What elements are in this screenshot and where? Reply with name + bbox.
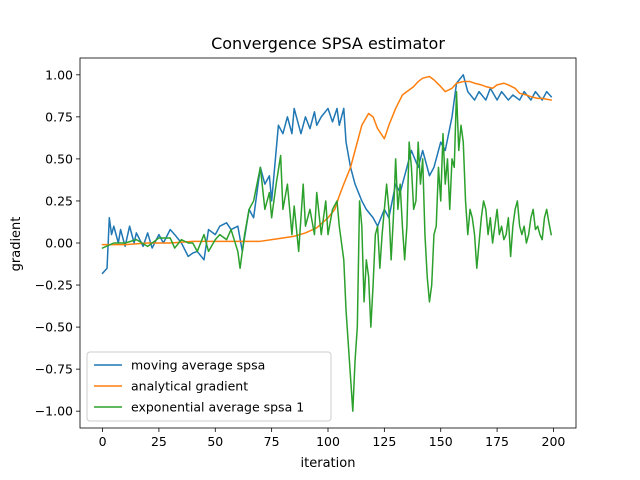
y-tick-label: 1.00: [45, 67, 73, 82]
y-tick-label: 0.25: [45, 193, 73, 208]
y-tick-label: −0.25: [35, 278, 73, 293]
x-tick-label: 175: [485, 434, 509, 449]
legend: moving average spsa analytical gradient ex…: [86, 351, 332, 422]
x-tick-label: 100: [316, 434, 340, 449]
y-tick-label: −0.75: [35, 362, 73, 377]
y-tick-label: 0.50: [45, 151, 73, 166]
x-tick-label: 150: [429, 434, 453, 449]
legend-label-3: exponential average spsa 1: [131, 400, 304, 415]
x-tick-label: 25: [151, 434, 167, 449]
y-tick-label: 0.00: [45, 236, 73, 251]
legend-label-2: analytical gradient: [131, 379, 248, 394]
legend-label-1: moving average spsa: [131, 358, 265, 373]
y-axis-label: gradient: [9, 217, 24, 272]
y-tick-label: −0.50: [35, 320, 73, 335]
x-tick-label: 75: [264, 434, 280, 449]
x-axis-label: iteration: [301, 456, 356, 471]
series-line-1: [101, 74, 553, 275]
series-line-2: [101, 75, 553, 246]
y-tick-label: −1.00: [35, 404, 73, 419]
x-tick-label: 200: [542, 434, 566, 449]
plot-area: [101, 74, 553, 412]
x-tick-label: 0: [99, 434, 107, 449]
x-tick-label: 50: [207, 434, 223, 449]
x-tick-label: 125: [372, 434, 396, 449]
chart-title: Convergence SPSA estimator: [211, 34, 445, 53]
ticks: 0 25 50 75 100 125 150 175 200 −1.00 −0.75 −0.50 −0.…: [35, 67, 566, 449]
series-line-3: [101, 90, 553, 412]
y-tick-label: 0.75: [45, 109, 73, 124]
legend-box: [86, 351, 332, 422]
